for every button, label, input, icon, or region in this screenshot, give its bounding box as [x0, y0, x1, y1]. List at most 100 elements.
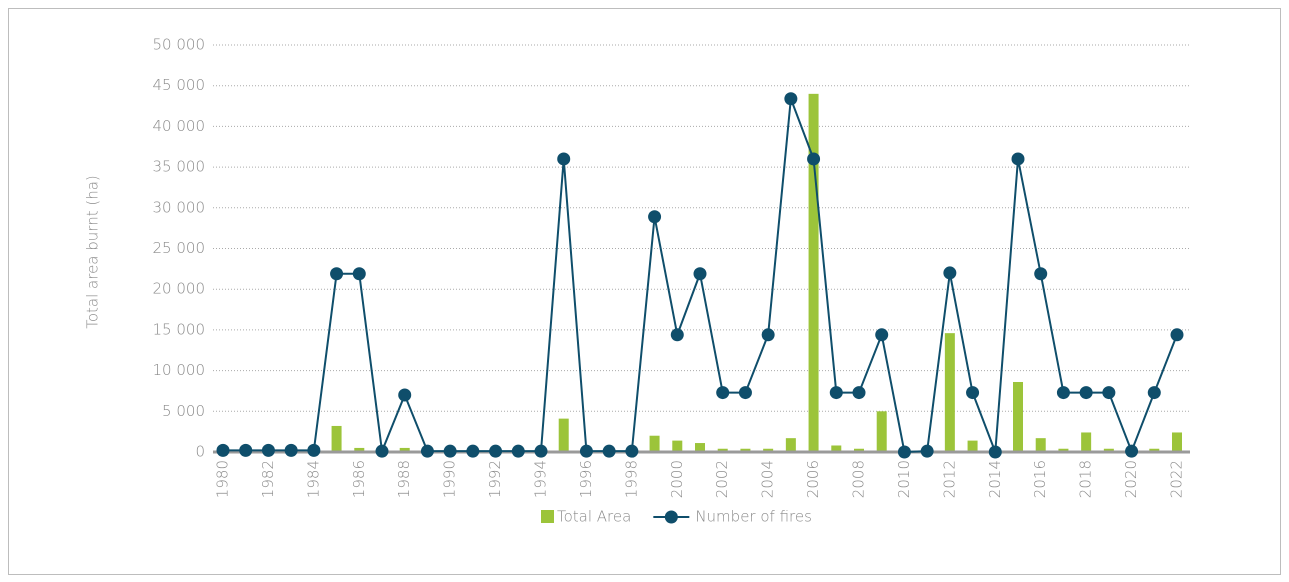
marker	[420, 444, 434, 458]
y-tick-label: 40 000	[153, 117, 206, 135]
marker	[602, 444, 616, 458]
bar	[1058, 448, 1069, 452]
marker	[693, 267, 707, 281]
y-axis-label: Total area burnt (ha)	[84, 175, 102, 329]
x-tick-label: 1996	[577, 460, 595, 498]
x-tick-label: 2020	[1122, 460, 1140, 498]
x-tick-label: 1988	[395, 460, 413, 498]
marker	[579, 444, 593, 458]
marker	[511, 444, 525, 458]
y-tick-label: 20 000	[153, 280, 206, 298]
marker	[875, 328, 889, 342]
marker	[716, 386, 730, 400]
marker	[1102, 386, 1116, 400]
marker	[1170, 328, 1184, 342]
y-tick-label: 30 000	[153, 198, 206, 216]
x-tick-label: 2014	[986, 460, 1004, 498]
bar	[649, 435, 660, 452]
marker	[1147, 386, 1161, 400]
marker	[852, 386, 866, 400]
marker	[670, 328, 684, 342]
bar	[331, 425, 342, 452]
bar	[1172, 432, 1182, 452]
x-tick-label: 2000	[668, 460, 686, 498]
marker	[284, 443, 298, 457]
marker	[738, 386, 752, 400]
y-tick-label: 35 000	[153, 158, 206, 176]
marker	[398, 388, 412, 402]
x-tick-label: 2004	[759, 460, 777, 498]
bar	[1035, 438, 1046, 452]
x-tick-label: 2002	[713, 460, 731, 498]
bar	[717, 448, 728, 452]
bar	[558, 418, 569, 452]
legend-swatch-marker	[664, 510, 678, 524]
marker	[1056, 386, 1070, 400]
x-tick-label: 2010	[895, 460, 913, 498]
marker	[943, 266, 957, 280]
marker	[307, 443, 321, 457]
bar	[876, 411, 887, 452]
legend-swatch	[541, 510, 554, 523]
x-tick-label: 1998	[622, 460, 640, 498]
x-tick-label: 1994	[532, 460, 550, 498]
bar	[672, 440, 683, 452]
bar	[399, 447, 410, 452]
marker	[1034, 267, 1048, 281]
marker	[1011, 152, 1025, 166]
marker	[330, 267, 344, 281]
marker	[375, 444, 389, 458]
x-tick-label: 2012	[940, 460, 958, 498]
y-tick-label: 0	[195, 443, 205, 461]
marker	[239, 443, 253, 457]
bar	[740, 448, 751, 452]
marker	[1079, 386, 1093, 400]
x-tick-label: 2008	[850, 460, 868, 498]
marker	[625, 444, 639, 458]
x-tick-label: 1980	[214, 460, 232, 498]
marker	[216, 443, 230, 457]
marker	[352, 267, 366, 281]
x-tick-label: 1990	[441, 460, 459, 498]
marker	[489, 444, 503, 458]
legend-label: Total Area	[557, 508, 631, 526]
marker	[648, 210, 662, 224]
marker	[761, 328, 775, 342]
x-tick-label: 2016	[1031, 460, 1049, 498]
bar	[763, 448, 774, 452]
marker	[784, 92, 798, 106]
marker	[807, 152, 821, 166]
y-tick-label: 5 000	[162, 402, 205, 420]
bar	[967, 440, 978, 452]
legend-label: Number of fires	[695, 508, 812, 526]
bar	[1013, 381, 1023, 452]
marker	[897, 445, 911, 459]
marker	[920, 444, 934, 458]
y-tick-label: 10 000	[153, 361, 206, 379]
marker	[466, 444, 480, 458]
y-tick-label: 25 000	[153, 239, 206, 257]
x-tick-label: 1984	[304, 460, 322, 498]
x-tick-label: 1986	[350, 460, 368, 498]
bar	[1103, 448, 1114, 452]
marker	[443, 444, 457, 458]
bar	[695, 443, 705, 452]
bar	[785, 438, 796, 452]
marker	[1125, 444, 1139, 458]
x-tick-label: 1982	[259, 460, 277, 498]
x-tick-label: 2018	[1077, 460, 1095, 498]
marker	[829, 386, 843, 400]
x-tick-label: 1992	[486, 460, 504, 498]
marker	[534, 444, 548, 458]
bar	[354, 447, 365, 452]
y-tick-label: 50 000	[153, 36, 206, 54]
bar	[1081, 432, 1092, 452]
bar	[1149, 448, 1160, 452]
x-tick-label: 2006	[804, 460, 822, 498]
bar	[831, 445, 842, 452]
chart-frame	[8, 8, 1281, 575]
marker	[557, 152, 571, 166]
y-tick-label: 15 000	[153, 320, 206, 338]
marker	[966, 386, 980, 400]
